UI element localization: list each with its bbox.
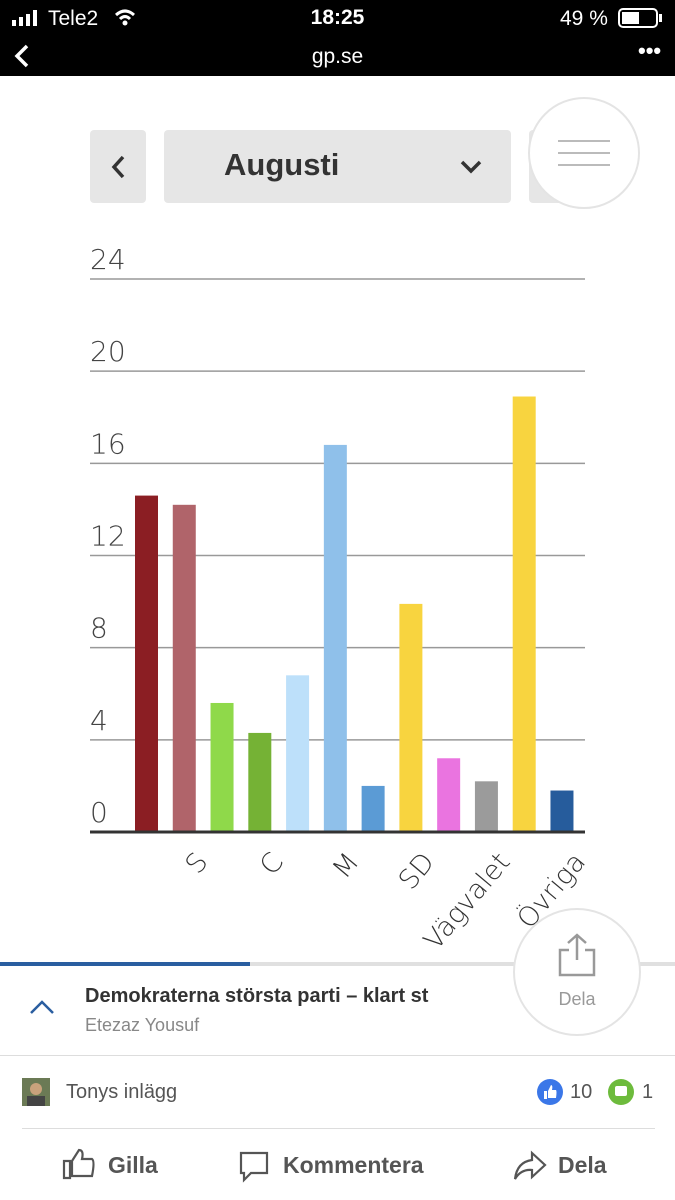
bar [437,758,461,832]
y-tick-label: 16 [90,427,126,460]
expand-button[interactable] [28,998,56,1018]
like-count: 10 [570,1081,593,1103]
y-tick-label: 24 [90,243,126,276]
y-tick-label: 8 [90,612,108,645]
article-author: Etezaz Yousuf [85,1015,200,1035]
article-title[interactable]: Demokraterna största parti – klart st [85,985,429,1007]
bar [399,603,423,832]
bar [323,444,347,832]
battery-icon [618,8,662,28]
post-owner[interactable]: Tonys inlägg [66,1081,178,1103]
x-tick-label: SD [393,847,441,896]
chevron-down [460,160,482,174]
carrier: Tele2 [48,7,99,30]
share-button[interactable]: Dela [558,1152,607,1178]
prev-month-button[interactable] [90,130,146,203]
wifi-icon [115,9,135,26]
avatar [22,1078,50,1106]
progress-track [0,962,675,966]
top-bar: Tele2 18:25 49 % gp.se ••• [0,0,675,76]
comment-count: 1 [642,1081,654,1103]
url: gp.se [311,45,364,68]
comment-badge [608,1079,634,1105]
share-arrow-icon [513,1150,547,1180]
y-tick-label: 12 [90,520,126,553]
signal-icon [12,10,37,26]
x-tick-label: C [254,847,290,881]
bar [512,396,536,832]
like-badge [537,1079,563,1105]
bar [361,785,385,832]
y-tick-label: 20 [90,335,126,368]
divider [22,1128,655,1129]
x-tick-label: M [327,847,366,885]
bar [286,675,310,832]
like-icon [62,1148,95,1180]
bar [210,702,234,832]
share-circle-button[interactable]: Dela [513,908,641,1036]
menu-button[interactable] [528,97,640,209]
bar [172,504,196,832]
share-icon [558,933,596,977]
progress-fill [0,962,250,966]
y-tick-label: 0 [90,796,108,829]
chevron-left [111,155,125,179]
month-select[interactable]: Augusti [164,130,511,203]
bar [248,732,272,832]
battery-level: 49 % [560,7,608,30]
y-tick-label: 4 [90,704,108,737]
bar [550,790,574,832]
comment-button[interactable]: Kommentera [283,1152,424,1178]
menu-icon [558,140,610,166]
bar [474,781,498,832]
divider [0,1055,675,1056]
bar [135,495,158,832]
comment-icon [239,1151,269,1183]
clock: 18:25 [310,6,365,29]
month-label: Augusti [224,147,340,182]
like-button[interactable]: Gilla [108,1152,158,1178]
more-button[interactable]: ••• [638,38,662,63]
back-button[interactable] [12,44,32,68]
x-tick-label: S [180,847,215,880]
share-label: Dela [558,989,596,1009]
